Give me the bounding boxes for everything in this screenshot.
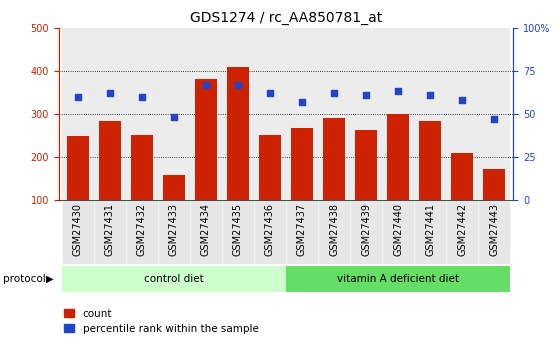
Bar xyxy=(158,28,190,200)
Bar xyxy=(126,28,158,200)
Text: control diet: control diet xyxy=(144,274,204,284)
Bar xyxy=(318,28,350,200)
Text: GSM27440: GSM27440 xyxy=(393,203,403,256)
Text: protocol: protocol xyxy=(3,274,46,284)
Bar xyxy=(483,169,506,200)
Bar xyxy=(446,28,478,200)
Text: GSM27430: GSM27430 xyxy=(73,203,83,256)
Point xyxy=(490,116,499,122)
Point xyxy=(137,94,146,99)
Bar xyxy=(62,28,94,200)
Bar xyxy=(99,121,121,200)
Text: GSM27434: GSM27434 xyxy=(201,203,211,256)
Point xyxy=(458,97,466,103)
Bar xyxy=(355,130,377,200)
Bar xyxy=(66,136,89,200)
Bar xyxy=(419,121,441,200)
Bar xyxy=(131,135,153,200)
Bar xyxy=(222,200,254,264)
Bar xyxy=(94,28,126,200)
Bar xyxy=(323,118,345,200)
Point xyxy=(297,99,306,105)
Point xyxy=(73,94,82,99)
Bar xyxy=(382,28,414,200)
Point xyxy=(266,90,275,96)
Bar xyxy=(446,200,478,264)
Bar xyxy=(286,200,318,264)
Bar xyxy=(126,200,158,264)
Bar xyxy=(62,200,94,264)
Text: GSM27443: GSM27443 xyxy=(489,203,499,256)
Bar xyxy=(158,200,190,264)
Text: GSM27441: GSM27441 xyxy=(425,203,435,256)
Text: GSM27439: GSM27439 xyxy=(361,203,371,256)
Title: GDS1274 / rc_AA850781_at: GDS1274 / rc_AA850781_at xyxy=(190,11,382,25)
Text: GSM27433: GSM27433 xyxy=(169,203,179,256)
Point xyxy=(233,82,242,87)
Text: ▶: ▶ xyxy=(46,274,53,284)
Bar xyxy=(190,28,222,200)
Text: GSM27431: GSM27431 xyxy=(105,203,115,256)
Text: vitamin A deficient diet: vitamin A deficient diet xyxy=(337,274,459,284)
Point xyxy=(393,89,402,94)
Point xyxy=(105,90,114,96)
Text: GSM27437: GSM27437 xyxy=(297,203,307,256)
Text: GSM27442: GSM27442 xyxy=(457,203,467,256)
Point xyxy=(170,115,179,120)
Point xyxy=(330,90,339,96)
Bar xyxy=(414,28,446,200)
Bar xyxy=(451,152,473,200)
Bar xyxy=(286,28,318,200)
Bar xyxy=(222,28,254,200)
Bar xyxy=(190,200,222,264)
Text: GSM27435: GSM27435 xyxy=(233,203,243,256)
Bar xyxy=(291,128,313,200)
Legend: count, percentile rank within the sample: count, percentile rank within the sample xyxy=(64,309,258,334)
Point xyxy=(362,92,371,98)
Bar xyxy=(382,200,414,264)
Bar xyxy=(318,200,350,264)
Bar xyxy=(478,200,510,264)
Bar xyxy=(414,200,446,264)
Point xyxy=(426,92,435,98)
Text: GSM27436: GSM27436 xyxy=(265,203,275,256)
Point xyxy=(201,82,210,87)
Bar xyxy=(387,114,409,200)
Bar xyxy=(163,175,185,200)
Bar xyxy=(227,67,249,200)
Bar xyxy=(94,200,126,264)
Text: GSM27432: GSM27432 xyxy=(137,203,147,256)
Bar xyxy=(478,28,510,200)
Bar xyxy=(254,200,286,264)
Bar xyxy=(259,136,281,200)
Text: GSM27438: GSM27438 xyxy=(329,203,339,256)
Bar xyxy=(350,200,382,264)
Bar xyxy=(286,266,510,292)
Bar xyxy=(350,28,382,200)
Bar xyxy=(195,79,217,200)
Bar xyxy=(254,28,286,200)
Bar xyxy=(62,266,286,292)
